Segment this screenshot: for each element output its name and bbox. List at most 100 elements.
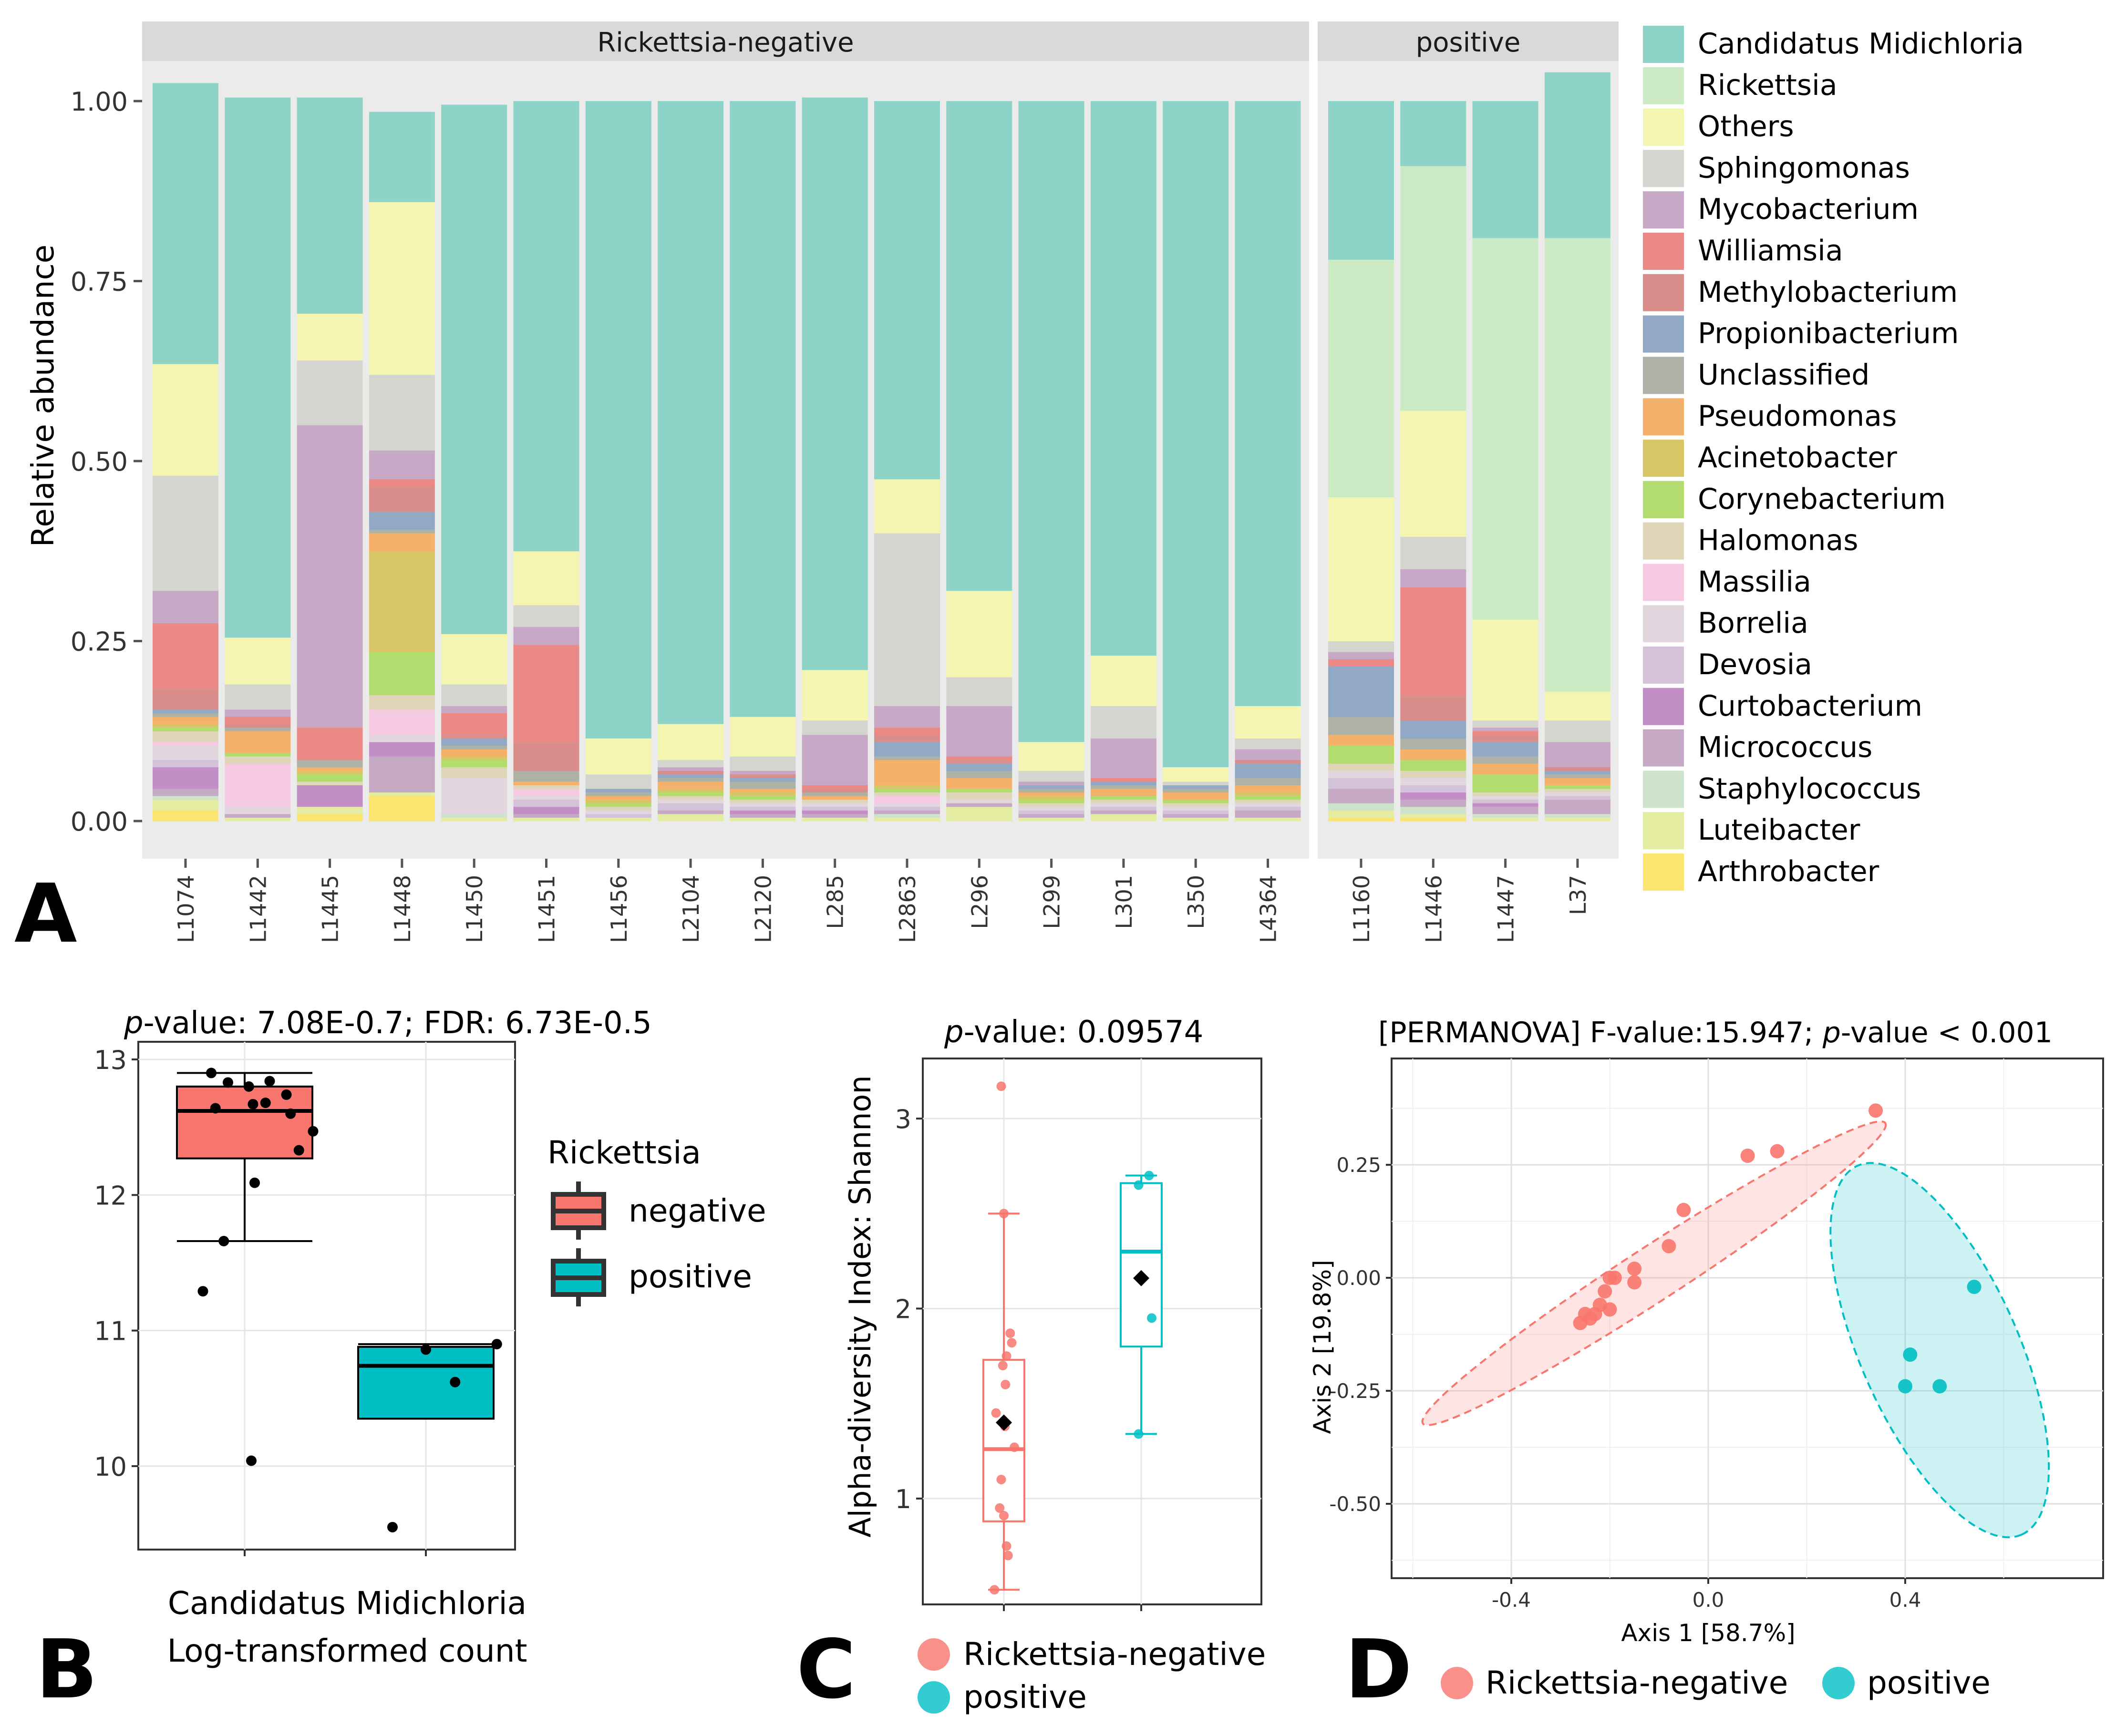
bar-segment-L2120-borrelia	[730, 803, 796, 807]
bar-segment-L4364-devosia	[1235, 806, 1301, 811]
legend-swatch-candidatus-midichloria	[1643, 26, 1684, 63]
data-point-negative	[999, 1209, 1009, 1219]
bar-segment-L1074-sphingomonas	[153, 475, 218, 591]
data-point-negative	[1598, 1284, 1612, 1299]
bar-segment-L299-others	[1018, 741, 1084, 771]
legend-swatch-halomonas	[1643, 522, 1684, 560]
bar-segment-L1160-mycobacterium	[1328, 652, 1394, 659]
bar-segment-L2104-devosia	[658, 803, 724, 811]
x-tick-label: -0.4	[1492, 1588, 1531, 1612]
bar-segment-L301-sphingomonas	[1090, 706, 1156, 739]
legend-label-corynebacterium: Corynebacterium	[1698, 483, 1946, 516]
bar-segment-L1451-luteibacter	[513, 817, 579, 822]
data-point-positive	[1147, 1313, 1156, 1323]
bar-segment-L1442-williamsia	[225, 717, 291, 724]
bar-segment-L37-propionibacterium	[1544, 770, 1610, 775]
legend-swatch-propionibacterium	[1643, 315, 1684, 353]
bar-segment-L2863-williamsia	[874, 727, 940, 735]
bar-segment-L1074-unclassified	[153, 713, 218, 717]
panel-b-xlabel-line2: Log-transformed count	[167, 1633, 527, 1669]
bar-segment-L1456-unclassified	[585, 792, 651, 796]
bar-segment-L2863-mycobacterium	[874, 706, 940, 728]
bar-segment-L4364-micrococcus	[1235, 810, 1301, 818]
bar-segment-L37-methylobacterium	[1544, 767, 1610, 771]
panel-d-plot-area: -0.4 0.0 0.4 -0.50 -0.25 0.00 0.25	[1329, 1058, 2104, 1612]
bar-segment-L4364-candidatus-midichloria	[1235, 101, 1301, 706]
y-tick-label: 0.00	[71, 807, 128, 837]
data-point-negative	[999, 1510, 1009, 1520]
data-point-positive	[421, 1344, 431, 1355]
bar-segment-L1448-corynebacterium	[369, 652, 435, 696]
bar-segment-L1446-halomonas	[1400, 770, 1466, 778]
bar-segment-L1447-sphingomonas	[1472, 720, 1538, 728]
bar-segment-L1447-staphylococcus	[1472, 813, 1538, 818]
panel-d: [PERMANOVA] F-value:15.947; p-value < 0.…	[1309, 1016, 2104, 1717]
bar-segment-L1074-luteibacter	[153, 799, 218, 811]
panel-c-legend-dot-negative	[918, 1638, 950, 1671]
bar-segment-L285-micrococcus	[802, 813, 868, 818]
bar-segment-L1445-others	[297, 313, 363, 361]
bar-segment-L1448-acinetobacter	[369, 551, 435, 652]
bar-segment-L1451-devosia	[513, 799, 579, 807]
legend-swatch-williamsia	[1643, 233, 1684, 270]
panel-b-xlabel-line1: Candidatus Midichloria	[168, 1585, 526, 1622]
panel-a-legend: Candidatus Midichloria Rickettsia Others Sp…	[1643, 26, 2024, 891]
bar-segment-L1448-pseudomonas	[369, 533, 435, 552]
bar-segment-L1446-rickettsia	[1400, 165, 1466, 411]
panel-a-axes: 0.00 0.25 0.50 0.75 1.00 L1074 L1442 L1445 L1448…	[71, 87, 1591, 943]
x-tick-label-L1456: L1456	[606, 875, 632, 943]
data-point-negative	[1770, 1144, 1785, 1159]
bar-segment-L1450-candidatus-midichloria	[441, 104, 507, 634]
bar-segment-L2104-pseudomonas	[658, 781, 724, 789]
bar-segment-L1450-borrelia	[441, 778, 507, 814]
bar-segment-L1445-pseudomonas	[297, 767, 363, 771]
bar-segment-L1074-acinetobacter	[153, 724, 218, 728]
legend-label-candidatus-midichloria: Candidatus Midichloria	[1698, 27, 2024, 61]
bar-segment-L1451-unclassified	[513, 770, 579, 782]
legend-swatch-devosia	[1643, 647, 1684, 684]
bar-segment-L2120-propionibacterium	[730, 778, 796, 782]
bar-segment-L1448-borrelia	[369, 734, 435, 742]
bar-segment-L1450-sphingomonas	[441, 684, 507, 706]
legend-label-williamsia: Williamsia	[1698, 234, 1843, 267]
x-tick-label-L1446: L1446	[1421, 875, 1446, 943]
bar-segment-L296-sphingomonas	[946, 677, 1012, 706]
bar-segment-L2104-propionibacterium	[658, 774, 724, 778]
mean-marker-positive	[1133, 1270, 1149, 1286]
panel-d-title: [PERMANOVA] F-value:15.947; p-value < 0.…	[1378, 1016, 2053, 1049]
data-point-positive	[1144, 1171, 1154, 1181]
bar-segment-L37-devosia	[1544, 796, 1610, 800]
bar-segment-L1442-micrococcus	[225, 813, 291, 818]
bar-segment-L296-mycobacterium	[946, 706, 1012, 757]
bar-segment-L350-micrococcus	[1163, 813, 1229, 818]
bar-segment-L1074-borrelia	[153, 745, 218, 760]
data-point-positive	[387, 1521, 398, 1532]
bar-segment-L2104-micrococcus	[658, 810, 724, 814]
bar-segment-L1446-methylobacterium	[1400, 695, 1466, 721]
bar-segment-L1074-williamsia	[153, 623, 218, 688]
x-tick-label-L2863: L2863	[895, 875, 920, 943]
panel-b-title: p-value: 7.08E-0.7; FDR: 6.73E-0.5	[124, 1006, 652, 1041]
bar-segment-L37-unclassified	[1544, 774, 1610, 778]
legend-label-arthrobacter: Arthrobacter	[1698, 855, 1879, 888]
bar-segment-L37-mycobacterium	[1544, 741, 1610, 768]
confidence-ellipse-negative	[1421, 1120, 1887, 1427]
bar-segment-L1448-micrococcus	[369, 756, 435, 793]
bar-segment-L296-methylobacterium	[946, 760, 1012, 764]
bar-segment-L285-mycobacterium	[802, 734, 868, 785]
bar-segment-L1447-rickettsia	[1472, 237, 1538, 620]
bar-segment-L1456-devosia	[585, 813, 651, 818]
bar-segment-L1450-propionibacterium	[441, 738, 507, 746]
legend-label-luteibacter: Luteibacter	[1698, 813, 1860, 847]
legend-swatch-massilia	[1643, 564, 1684, 601]
bar-segment-L296-halomonas	[946, 792, 1012, 800]
data-point-negative	[243, 1081, 254, 1092]
bar-segment-L4364-methylobacterium	[1235, 760, 1301, 764]
bar-segment-L1448-propionibacterium	[369, 511, 435, 530]
bar-segment-L299-pseudomonas	[1018, 792, 1084, 796]
bar-segment-L1447-others	[1472, 619, 1538, 721]
bar-segment-L1456-borrelia	[585, 810, 651, 814]
bar-segment-L301-others	[1090, 655, 1156, 706]
bar-segment-L4364-pseudomonas	[1235, 785, 1301, 793]
